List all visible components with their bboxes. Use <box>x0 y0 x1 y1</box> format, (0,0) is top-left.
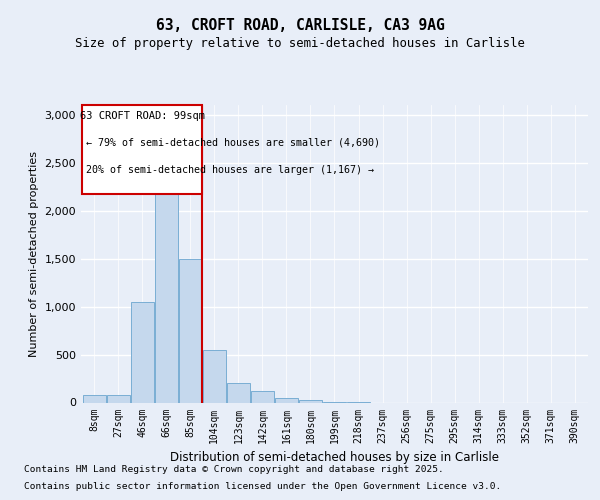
X-axis label: Distribution of semi-detached houses by size in Carlisle: Distribution of semi-detached houses by … <box>170 451 499 464</box>
Bar <box>82 105 202 194</box>
Bar <box>179 258 202 402</box>
Bar <box>227 384 250 402</box>
Bar <box>251 391 274 402</box>
Bar <box>203 350 226 403</box>
Text: Size of property relative to semi-detached houses in Carlisle: Size of property relative to semi-detach… <box>75 38 525 51</box>
Bar <box>107 396 130 402</box>
Text: 63 CROFT ROAD: 99sqm: 63 CROFT ROAD: 99sqm <box>80 111 205 121</box>
Text: 63, CROFT ROAD, CARLISLE, CA3 9AG: 63, CROFT ROAD, CARLISLE, CA3 9AG <box>155 18 445 32</box>
Text: Contains HM Land Registry data © Crown copyright and database right 2025.: Contains HM Land Registry data © Crown c… <box>24 465 444 474</box>
Y-axis label: Number of semi-detached properties: Number of semi-detached properties <box>29 151 39 357</box>
Text: 20% of semi-detached houses are larger (1,167) →: 20% of semi-detached houses are larger (… <box>86 166 374 175</box>
Bar <box>299 400 322 402</box>
Bar <box>131 302 154 402</box>
Bar <box>155 162 178 402</box>
Text: ← 79% of semi-detached houses are smaller (4,690): ← 79% of semi-detached houses are smalle… <box>86 138 380 147</box>
Text: Contains public sector information licensed under the Open Government Licence v3: Contains public sector information licen… <box>24 482 501 491</box>
Bar <box>275 398 298 402</box>
Bar <box>83 396 106 402</box>
